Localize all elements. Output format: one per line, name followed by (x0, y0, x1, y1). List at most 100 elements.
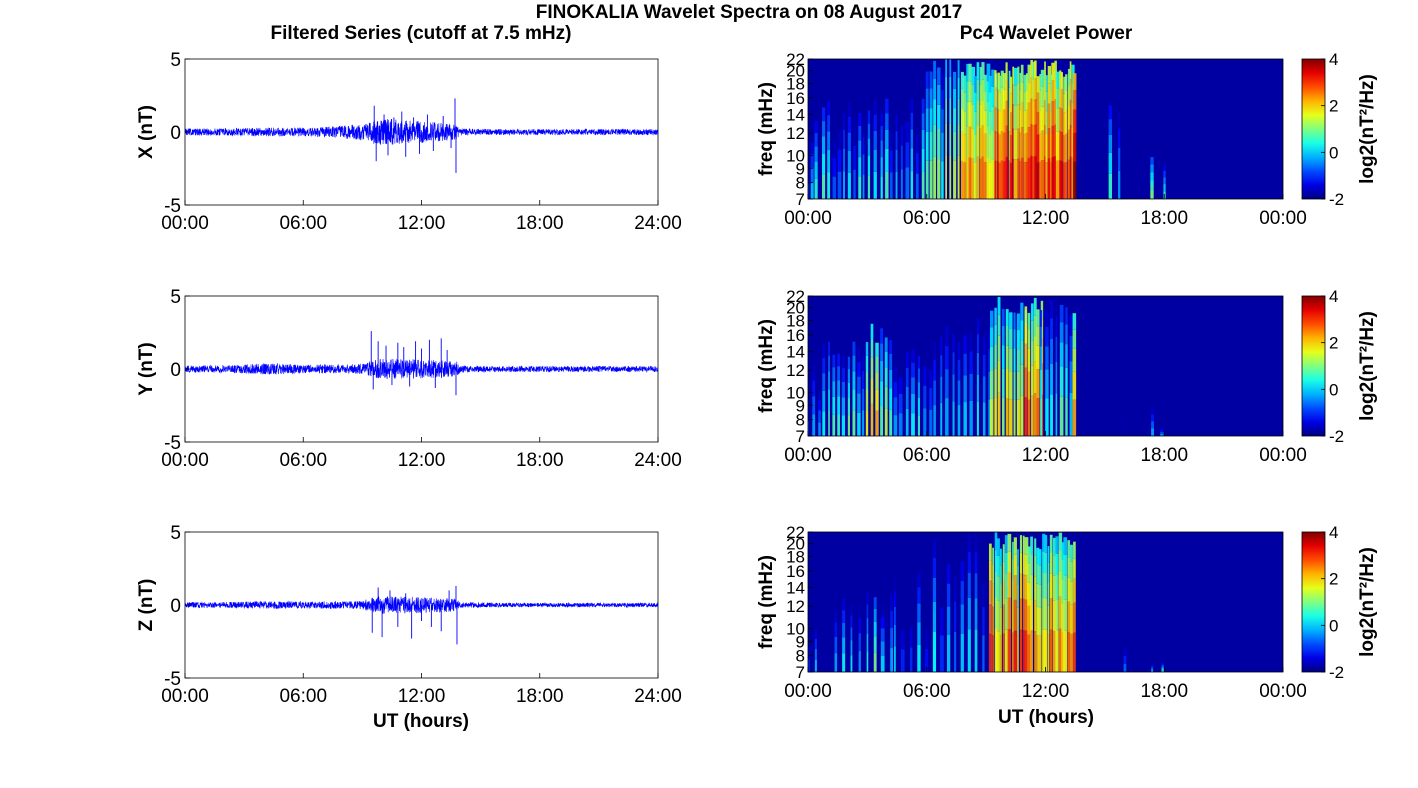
burst-segment (1024, 537, 1029, 555)
burst-segment (818, 422, 821, 436)
burst-segment (994, 550, 998, 572)
burst-segment (1005, 326, 1009, 346)
burst-segment (983, 74, 988, 92)
burst-segment (929, 388, 933, 410)
burst-segment (968, 81, 972, 102)
burst-segment (1044, 629, 1048, 672)
burst-segment (1002, 633, 1005, 672)
burst-segment (1039, 161, 1042, 199)
burst-segment (1027, 102, 1031, 128)
burst-segment (1004, 629, 1009, 672)
burst-segment (1019, 109, 1022, 133)
burst-segment (969, 373, 973, 401)
burst-segment (852, 371, 856, 390)
burst-segment (1045, 369, 1049, 399)
burst-segment (873, 621, 877, 637)
burst-segment (808, 183, 809, 199)
burst-segment (1007, 629, 1012, 672)
burst-segment (1054, 156, 1057, 199)
burst-segment (867, 155, 871, 176)
burst-segment (1058, 596, 1063, 629)
burst-segment (1020, 320, 1024, 341)
burst-segment (858, 140, 862, 158)
burst-segment (945, 59, 947, 78)
burst-segment (1013, 85, 1018, 106)
burst-segment (894, 591, 896, 607)
x-tick-label: 24:00 (634, 686, 682, 707)
burst-segment (1054, 99, 1057, 125)
burst-segment (828, 410, 830, 436)
burst-segment (968, 157, 972, 199)
burst-segment (1073, 602, 1076, 633)
burst-segment (1019, 161, 1022, 199)
burst-segment (983, 133, 988, 163)
burst-segment (880, 157, 883, 177)
freq-tick-label: 22 (786, 287, 805, 306)
burst-segment (1123, 663, 1127, 672)
burst-segment (857, 348, 861, 362)
burst-segment (889, 369, 893, 389)
burst-segment (957, 405, 961, 436)
burst-segment (1065, 344, 1068, 368)
burst-segment (1151, 668, 1154, 671)
burst-segment (873, 114, 877, 131)
burst-segment (865, 342, 869, 356)
x-tick-label: 12:00 (1022, 208, 1070, 229)
burst-segment (1013, 159, 1018, 199)
burst-segment (873, 597, 877, 609)
burst-segment (1017, 584, 1019, 608)
burst-segment (1013, 129, 1018, 160)
burst-segment (933, 78, 937, 100)
colorbar-label: log2(nT²/Hz) (1357, 311, 1378, 421)
burst-segment (1024, 396, 1028, 436)
burst-segment (850, 615, 853, 628)
burst-segment (996, 600, 1000, 632)
burst-segment (968, 63, 972, 82)
burst-segment (1052, 555, 1057, 576)
burst-segment (1067, 540, 1070, 558)
burst-segment (866, 592, 869, 605)
burst-segment (895, 114, 898, 132)
burst-segment (842, 598, 846, 611)
burst-segment (1045, 162, 1048, 199)
burst-segment (1150, 172, 1154, 181)
burst-segment (949, 155, 952, 199)
burst-segment (1047, 103, 1052, 128)
colorbar-tick-label: 0 (1329, 143, 1338, 162)
burst-segment (1024, 575, 1029, 600)
burst-segment (949, 123, 952, 156)
burst-segment (1024, 554, 1029, 576)
freq-tick-label: 9 (796, 396, 805, 415)
burst-segment (1069, 156, 1072, 199)
burst-segment (1073, 558, 1076, 579)
burst-segment (1012, 602, 1014, 633)
burst-segment (973, 134, 977, 163)
burst-segment (1000, 70, 1004, 88)
burst-segment (925, 131, 929, 161)
burst-segment (976, 352, 979, 375)
freq-tick-label: 10 (786, 146, 805, 165)
burst-segment (1002, 109, 1007, 133)
burst-segment (1000, 548, 1002, 566)
burst-segment (847, 102, 851, 117)
burst-segment (994, 160, 997, 199)
burst-segment (921, 129, 925, 149)
burst-segment (929, 160, 933, 199)
burst-segment (808, 395, 809, 408)
burst-segment (994, 344, 997, 369)
burst-segment (937, 128, 941, 160)
burst-segment (973, 92, 977, 112)
burst-segment (1042, 572, 1046, 598)
burst-segment (1016, 349, 1020, 372)
x-tick-label: 12:00 (1022, 681, 1070, 702)
burst-segment (1036, 564, 1040, 584)
burst-segment (1060, 132, 1063, 161)
burst-segment (842, 653, 846, 672)
burst-segment (1065, 161, 1068, 199)
burst-segment (915, 152, 919, 174)
burst-segment (932, 557, 937, 578)
burst-segment (979, 84, 982, 105)
freq-tick-label: 18 (786, 312, 805, 331)
burst-segment (941, 161, 944, 199)
burst-segment (969, 351, 973, 374)
